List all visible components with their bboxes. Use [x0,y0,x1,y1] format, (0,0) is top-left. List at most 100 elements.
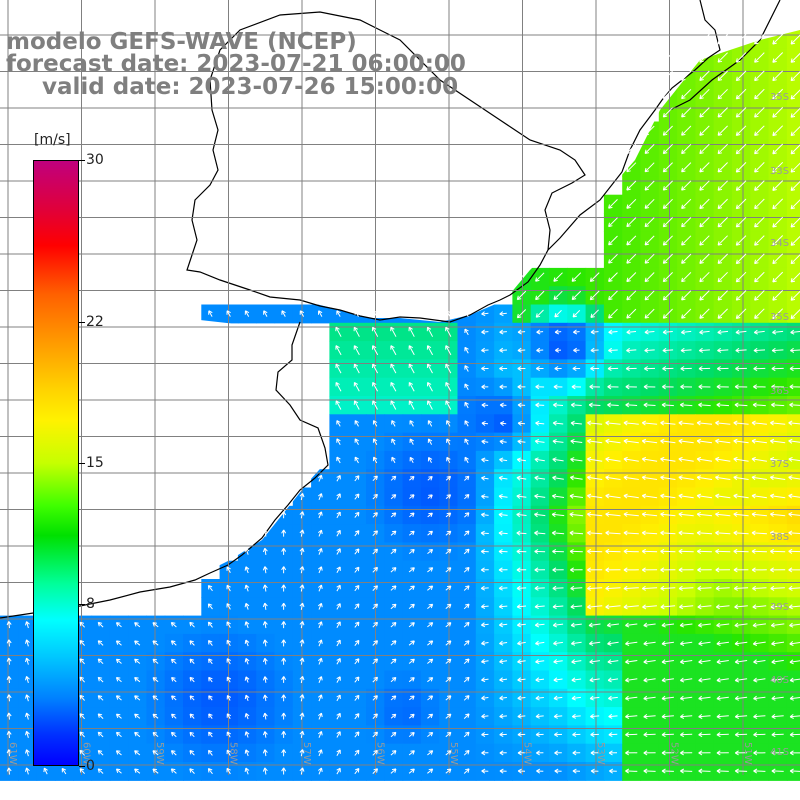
wind-arrow [696,420,713,426]
wind-arrow [735,216,747,228]
wind-arrow [643,384,656,390]
wind-arrow [390,585,397,591]
wind-arrow [115,640,122,646]
wind-arrow [626,198,637,209]
colorbar-tick-mark [79,321,85,323]
wind-arrow [662,162,673,173]
wind-arrow [354,530,360,537]
wind-arrow [6,639,12,647]
wind-arrow [625,402,638,408]
valid-date: valid date: 2023-07-26 15:00:00 [42,74,459,100]
wind-arrow [699,180,710,191]
wind-arrow [734,622,748,628]
wind-arrow [445,345,452,356]
colorbar-tick-label: 22 [86,313,104,330]
wind-arrow [679,604,694,610]
wind-arrow [208,640,213,646]
wind-arrow [790,254,800,265]
wind-arrow [390,475,397,481]
wind-arrow [699,125,710,136]
wind-arrow [244,621,250,629]
wind-arrow [662,125,673,136]
wind-arrow [535,640,545,646]
wind-arrow [608,750,618,756]
wind-arrow [590,750,599,756]
wind-arrow [607,677,619,683]
wind-arrow [715,456,731,462]
wind-arrow [772,198,784,210]
wind-arrow [644,235,655,246]
wind-arrow [427,750,434,756]
speed-cell [786,194,800,214]
longitude-label: 55W [448,742,459,765]
wind-arrow [643,402,656,408]
wind-arrow [733,530,749,536]
wind-arrow [445,567,452,573]
wind-arrow [464,310,469,317]
wind-arrow [463,658,470,665]
wind-arrow [408,695,415,701]
wind-arrow [535,695,544,701]
wind-arrow [6,749,12,757]
wind-arrow [771,732,784,738]
wind-arrow [608,199,618,209]
wind-arrow [535,420,545,426]
wind-arrow [661,768,674,774]
wind-arrow [207,603,213,610]
wind-arrow [372,512,378,518]
wind-arrow [516,475,527,481]
wind-arrow [662,107,673,118]
wind-arrow [735,347,747,353]
wind-arrow [733,420,749,426]
wind-arrow [336,694,341,702]
wind-arrow [372,566,378,573]
wind-arrow [427,567,434,573]
wind-arrow [408,677,415,683]
wind-arrow [464,475,470,481]
wind-arrow [716,622,730,628]
wind-arrow [790,162,800,173]
wind-arrow [299,492,305,501]
wind-arrow [790,125,800,137]
wind-arrow [499,402,507,408]
wind-arrow [771,366,784,372]
wind-arrow [715,530,731,536]
wind-arrow [391,420,396,427]
wind-arrow [409,420,414,427]
wind-arrow [661,659,674,665]
wind-arrow [680,768,693,774]
wind-arrow [661,750,674,756]
wind-arrow [662,180,673,191]
wind-arrow [552,622,564,628]
wind-arrow [699,143,710,155]
wind-arrow [262,566,268,574]
wind-arrow [660,475,676,481]
wind-arrow [660,530,676,536]
wind-arrow [644,180,655,191]
wind-arrow [481,439,489,445]
wind-arrow [464,438,469,445]
wind-arrow [170,622,177,628]
wind-arrow [79,676,85,683]
wind-arrow [735,107,747,118]
longitude-label: 61W [7,742,18,765]
colorbar-tick-mark [79,463,85,464]
wind-arrow [699,253,710,264]
wind-arrow [644,253,655,264]
wind-arrow [408,640,415,646]
wind-arrow [644,329,655,335]
wind-arrow [753,750,766,756]
wind-arrow [171,713,177,719]
wind-arrow [696,493,713,499]
wind-arrow [790,71,800,82]
wind-arrow [498,530,508,536]
wind-arrow [534,530,546,536]
wind-arrow [623,493,639,499]
wind-arrow [734,768,748,774]
wind-arrow [661,732,674,738]
longitude-label: 56W [375,742,386,765]
longitude-label: 53W [595,742,606,765]
wind-arrow [589,659,600,665]
wind-arrow [552,604,564,610]
speed-cell [786,487,800,507]
